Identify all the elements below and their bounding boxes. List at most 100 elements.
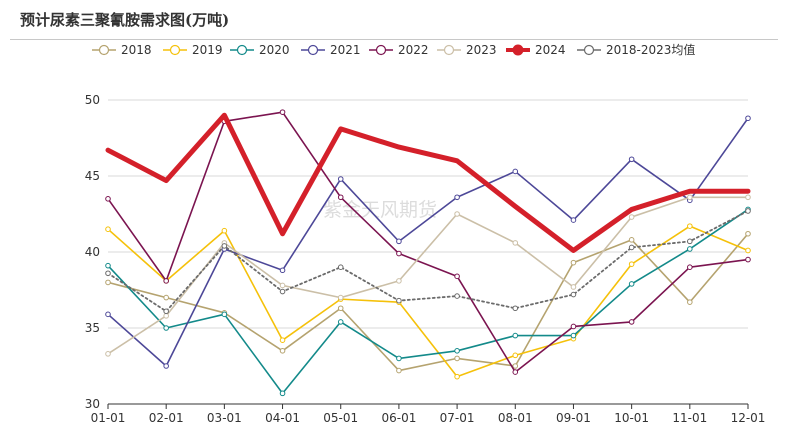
data-point <box>279 109 286 115</box>
data-point <box>628 319 635 325</box>
data-point <box>454 373 460 380</box>
data-point <box>687 264 693 271</box>
data-point <box>105 311 111 318</box>
y-tick-label: 50 <box>85 93 100 107</box>
legend-swatch-marker <box>375 44 387 56</box>
data-point <box>628 244 635 251</box>
data-point <box>745 230 751 237</box>
legend-item-2020[interactable]: 2020 <box>230 43 290 57</box>
legend-item-2019[interactable]: 2019 <box>163 43 223 57</box>
legend-label: 2021 <box>330 43 361 57</box>
data-point <box>337 294 344 301</box>
title-divider <box>10 39 778 40</box>
data-point <box>396 297 402 304</box>
legend-label: 2018-2023均值 <box>606 42 695 57</box>
data-point <box>687 223 693 229</box>
series-line-2024 <box>105 112 751 253</box>
series-2018 <box>105 230 751 374</box>
data-point <box>745 194 751 201</box>
data-point <box>570 291 577 298</box>
legend-swatch-marker <box>512 44 524 56</box>
data-point <box>337 319 344 325</box>
data-point <box>454 211 460 217</box>
data-point <box>105 196 111 202</box>
y-tick-label: 40 <box>85 245 100 259</box>
legend-label: 2024 <box>535 43 566 57</box>
x-tick-label: 09-01 <box>556 411 591 425</box>
data-point <box>512 240 519 246</box>
legend-item-2024[interactable]: 2024 <box>506 43 566 57</box>
data-point <box>337 194 344 201</box>
data-point <box>163 325 169 331</box>
x-tick-label: 07-01 <box>440 411 475 425</box>
x-tick-label: 08-01 <box>498 411 533 425</box>
data-point <box>628 281 635 287</box>
legend-item-2018[interactable]: 2018 <box>92 43 152 57</box>
y-tick-label: 45 <box>85 169 100 183</box>
series-line-2019 <box>107 225 749 378</box>
legend-item-2023[interactable]: 2023 <box>437 43 497 57</box>
data-point <box>570 332 577 339</box>
data-point <box>687 246 693 252</box>
legend-label: 2022 <box>398 43 429 57</box>
data-point <box>512 305 519 312</box>
series-line-2020 <box>107 208 749 395</box>
data-point <box>279 337 286 343</box>
legend-swatch-marker <box>307 44 319 56</box>
data-point <box>279 267 286 274</box>
series-2020 <box>105 206 751 397</box>
data-point <box>163 308 169 315</box>
x-tick-label: 02-01 <box>149 411 184 425</box>
x-tick-label: 04-01 <box>265 411 300 425</box>
data-point <box>396 367 402 374</box>
x-tick-label: 06-01 <box>381 411 416 425</box>
x-tick-label: 05-01 <box>323 411 358 425</box>
data-point <box>687 299 693 305</box>
data-point <box>337 264 344 271</box>
data-point <box>396 355 402 362</box>
data-point <box>570 259 577 266</box>
legend-item-2022[interactable]: 2022 <box>369 43 429 57</box>
series-2018-2023均值 <box>105 208 751 315</box>
data-point <box>279 288 286 295</box>
data-point <box>454 273 460 280</box>
series-2023 <box>105 194 751 357</box>
legend-swatch-marker <box>583 44 595 56</box>
data-point <box>279 348 286 354</box>
data-point <box>454 348 460 354</box>
data-point <box>163 363 169 369</box>
data-point <box>396 278 402 284</box>
data-point <box>745 247 751 254</box>
legend-item-2018-2023均值[interactable]: 2018-2023均值 <box>577 42 695 57</box>
data-point <box>745 208 751 214</box>
data-point <box>745 256 751 263</box>
data-point <box>512 332 519 339</box>
legend-swatch-marker <box>169 44 181 56</box>
data-point <box>396 238 402 245</box>
data-point <box>279 282 286 289</box>
data-point <box>221 243 228 249</box>
data-point <box>105 226 111 232</box>
data-point <box>221 227 228 234</box>
data-point <box>454 194 460 201</box>
series-line-2023 <box>107 196 749 355</box>
data-point <box>454 293 460 299</box>
legend-item-2021[interactable]: 2021 <box>301 43 361 57</box>
axes: 30 35 40 45 50 01-01 02-01 03-01 04-01 05-01 06-01… <box>85 93 766 425</box>
x-tick-label: 03-01 <box>207 411 242 425</box>
series-2024 <box>105 112 751 253</box>
data-point <box>570 217 577 223</box>
legend[interactable]: 2018 2019 2020 2021 2022 2023 2024 2018-2023均值 <box>92 42 695 57</box>
data-point <box>105 351 111 357</box>
legend-label: 2020 <box>259 43 290 57</box>
data-point <box>454 355 460 362</box>
data-point <box>745 115 751 122</box>
series-line-2018 <box>107 232 749 372</box>
chart-title: 预计尿素三聚氰胺需求图(万吨) <box>20 11 230 29</box>
legend-label: 2018 <box>121 43 152 57</box>
y-tick-label: 35 <box>85 321 100 335</box>
series-line-2018-2023均值 <box>107 210 749 313</box>
data-point <box>687 194 693 201</box>
legend-swatch-marker <box>236 44 248 56</box>
watermark: 紫金天风期货 <box>323 199 437 221</box>
